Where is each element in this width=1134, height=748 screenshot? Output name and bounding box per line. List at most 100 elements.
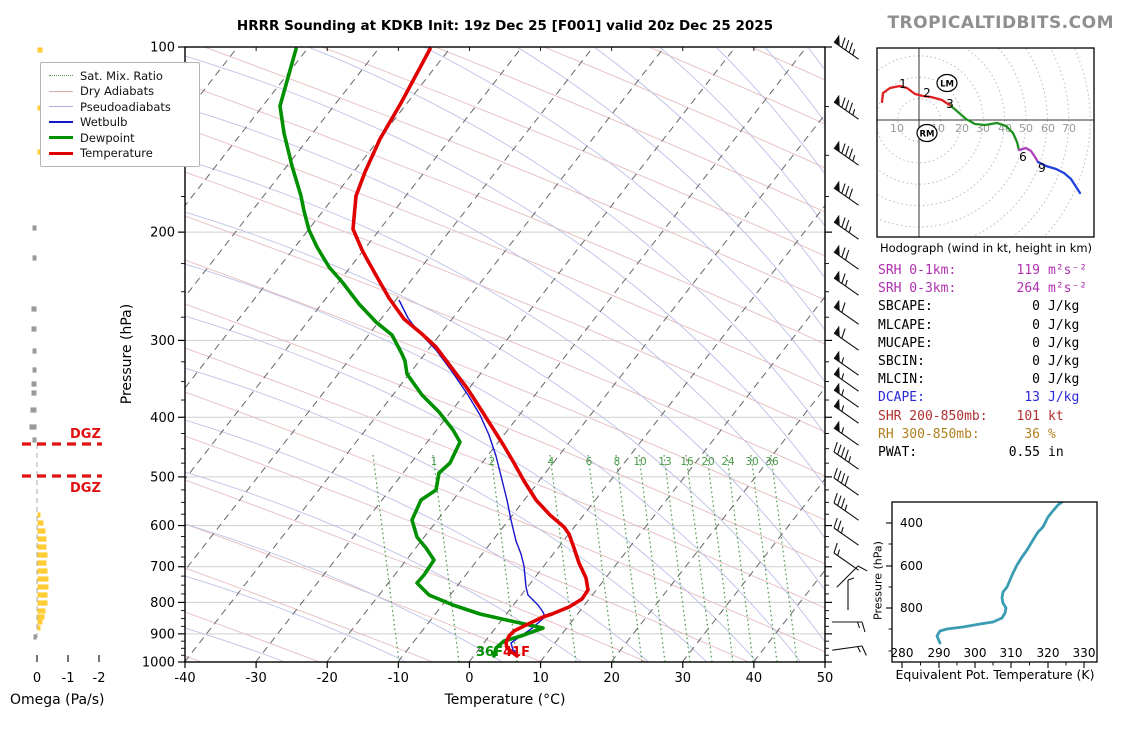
wind-barbs [832,34,868,656]
stat-unit: J/kg [1048,299,1080,315]
skewt-border [184,46,826,663]
omega-down-bar [31,306,37,312]
thetae-xtick-label: 280 [891,646,914,660]
mixing-ratio-label: 36 [765,456,779,468]
legend-label: Temperature [80,146,153,161]
lm-marker [936,73,958,93]
mixing-ratio-label: 20 [701,456,714,468]
temperature-tick-label: -10 [388,671,409,686]
stat-label: SRH 0-1km: [878,263,957,278]
sat-mix-ratio-line-icon [49,75,73,77]
stats-panel: SRH 0-1km: 119 m²s⁻² SRH 0-3km: 264 m²s⁻² SBCA… [878,263,1110,463]
lm-marker-label: LM [940,80,954,90]
stat-row: MLCAPE: 0 J/kg [878,318,1110,336]
legend-item: Dewpoint [49,130,191,146]
stat-row: SRH 0-3km: 264 m²s⁻² [878,281,1110,299]
stat-value: 119 [1016,263,1040,278]
stat-label: SHR 200-850mb: [878,408,988,424]
stat-value: 0 [1032,299,1040,315]
omega-up-bar [37,520,44,526]
omega-up-bar [37,544,47,550]
thetae-xtick-label: 310 [1000,646,1023,660]
omega-up-bar [37,568,48,574]
omega-down-bar [31,381,37,387]
stat-value: 264 [1016,281,1040,297]
stat-unit: m²s⁻² [1048,263,1088,278]
pressure-tick-label: 700 [150,560,175,575]
omega-down-bar [32,348,37,354]
legend-label: Sat. Mix. Ratio [80,68,163,83]
pressure-tick-label: 300 [150,334,175,349]
mixing-ratio-label: 13 [658,456,671,468]
stat-value: 0 [1032,372,1040,388]
omega-down-bar [33,634,37,640]
omega-up-bar [37,536,47,542]
stat-row: SRH 0-1km: 119 m²s⁻² [878,263,1110,281]
pressure-tick-label: 400 [150,411,175,426]
wind-barb [833,140,859,166]
temperature-tick-label: 30 [675,671,692,686]
thetae-ytick-label: 800 [900,601,923,615]
wind-barb [833,366,859,392]
hodograph-ring-label: 20 [955,122,969,135]
omega-up-bar [37,614,45,620]
stat-value: 101 [1016,408,1040,424]
pressure-tick-label: 800 [150,596,175,611]
stat-unit: m²s⁻² [1048,281,1088,297]
stat-label: SBCAPE: [878,299,933,315]
wind-barb [832,621,866,633]
legend: Sat. Mix. Ratio Dry Adiabats Pseudoadiab… [40,62,200,167]
mixing-ratio-label: 30 [745,456,758,468]
thetae-x-axis-label: Equivalent Pot. Temperature (K) [895,667,1095,682]
omega-down-bar [32,225,37,231]
page-title: HRRR Sounding at KDKB Init: 19z Dec 25 [… [236,18,774,34]
legend-item: Temperature [49,146,191,162]
omega-down-bar [32,367,37,373]
mixing-ratio-label: 6 [586,456,593,468]
wind-barb [833,299,859,325]
stat-value: 36 [1024,426,1040,442]
omega-down-bar [29,424,37,430]
wind-barb [833,542,859,571]
omega-up-bar [37,552,48,558]
stat-value: 13 [1024,390,1040,406]
wind-barb [833,398,859,424]
stat-unit: J/kg [1048,317,1080,333]
pressure-tick-label: 1000 [142,656,175,671]
wind-barb [847,577,855,610]
pressure-tick-label: 900 [150,627,175,642]
wind-barb [833,467,859,496]
stat-label: PWAT: [878,444,918,460]
mixing-ratio-labels: 1 2 4 6 8 10 13 16 20 24 30 36 [431,456,779,468]
wind-barb [832,645,867,656]
legend-label: Dry Adiabats [80,84,155,99]
mixing-ratio-label: 4 [548,456,555,468]
omega-up-bar [37,528,46,534]
omega-up-bar [37,560,47,566]
stat-row: DCAPE: 13 J/kg [878,390,1110,408]
stat-value: 0 [1032,353,1040,369]
surface-dewpoint-label: 36F [476,645,503,660]
stat-unit: J/kg [1048,353,1080,369]
hodograph-trace [1017,146,1040,164]
wind-barb [833,214,859,240]
dgz-label-lower: DGZ [70,481,101,496]
stat-label: RH 300-850mb: [878,426,980,442]
legend-item: Wetbulb [49,115,191,131]
pressure-axis-label: Pressure (hPa) [119,303,135,405]
omega-up-bar [37,584,49,590]
dewpoint-curve [278,47,545,658]
hodograph-trace [1036,160,1082,195]
hodograph-trace [949,104,1021,152]
rm-marker-label: RM [919,130,934,140]
wind-barb [833,270,859,296]
stat-label: MLCIN: [878,372,925,388]
omega-up-bar [37,608,46,614]
stat-value: 0 [1032,317,1040,333]
stat-row: MLCIN: 0 J/kg [878,372,1110,390]
hodograph-height-label: 2 [923,86,931,100]
dgz-label-upper: DGZ [70,427,101,442]
omega-up-bar [37,576,49,582]
